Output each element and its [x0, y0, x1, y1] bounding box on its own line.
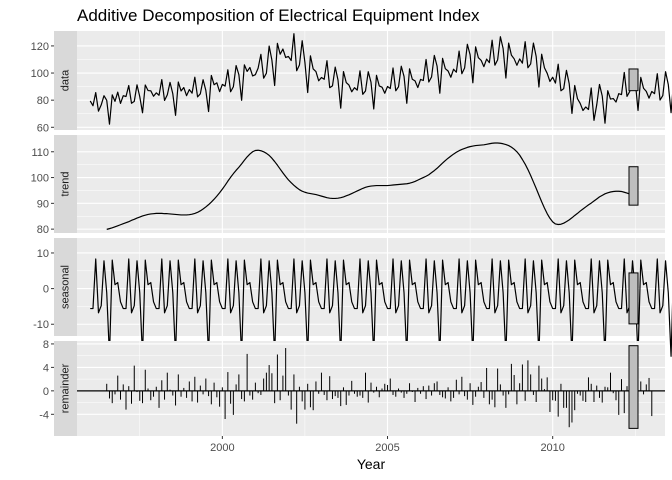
panel-data: 60 80 100 120 data: [31, 31, 672, 134]
series-line-trend: [106, 142, 639, 230]
y-tick-label: 0: [43, 386, 49, 398]
y-tick-label: 110: [31, 147, 49, 159]
strip-label-remainder: remainder: [60, 363, 72, 413]
y-tick-label: 60: [37, 122, 49, 134]
range-bar-seasonal: [628, 272, 639, 325]
y-tick-label: 100: [31, 68, 49, 80]
strip-label-seasonal: seasonal: [60, 265, 72, 309]
strip-seasonal: [54, 238, 77, 336]
series-line-data: [89, 33, 672, 125]
x-axis: 2000 2005 2010: [210, 436, 565, 454]
strip-label-trend: trend: [60, 171, 72, 196]
y-tick-label: 4: [43, 362, 49, 374]
x-axis-title: Year: [357, 456, 386, 472]
x-tick-label: 2005: [375, 442, 399, 454]
y-tick-label: 120: [31, 41, 49, 53]
y-tick-label: 80: [37, 95, 49, 107]
panels: 6080100120data8090100110trend-10010seaso…: [31, 31, 672, 436]
range-bar-data: [628, 68, 639, 92]
y-tick-label: -4: [39, 409, 49, 421]
panel-seasonal: -10 0 10 seasonal: [33, 238, 672, 357]
x-tick-label: 2010: [540, 442, 564, 454]
y-tick-label: -10: [33, 319, 49, 331]
y-tick-label: 0: [43, 284, 49, 296]
strip-label-data: data: [60, 69, 72, 91]
panel-trend: 80 90 100 110 trend: [31, 135, 665, 236]
strip-remainder: [54, 341, 77, 436]
chart-title: Additive Decomposition of Electrical Equ…: [77, 6, 480, 25]
range-bar-trend: [628, 166, 639, 206]
panel-background: [77, 135, 665, 233]
y-tick-label: 80: [37, 224, 49, 236]
range-bar-remainder: [628, 345, 639, 429]
y-tick-label: 100: [31, 173, 49, 185]
y-tick-label: 90: [37, 198, 49, 210]
y-tick-label: 10: [37, 248, 49, 260]
panel-remainder: -4 0 4 8 remainder: [39, 339, 665, 436]
strip-trend: [54, 135, 77, 233]
strip-data: [54, 31, 77, 130]
y-tick-label: 8: [43, 339, 49, 351]
x-tick-label: 2000: [210, 442, 234, 454]
